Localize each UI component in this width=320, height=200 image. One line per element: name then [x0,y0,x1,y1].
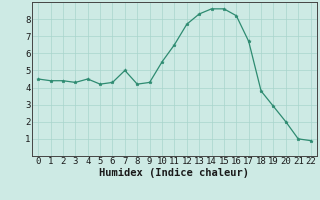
X-axis label: Humidex (Indice chaleur): Humidex (Indice chaleur) [100,168,249,178]
